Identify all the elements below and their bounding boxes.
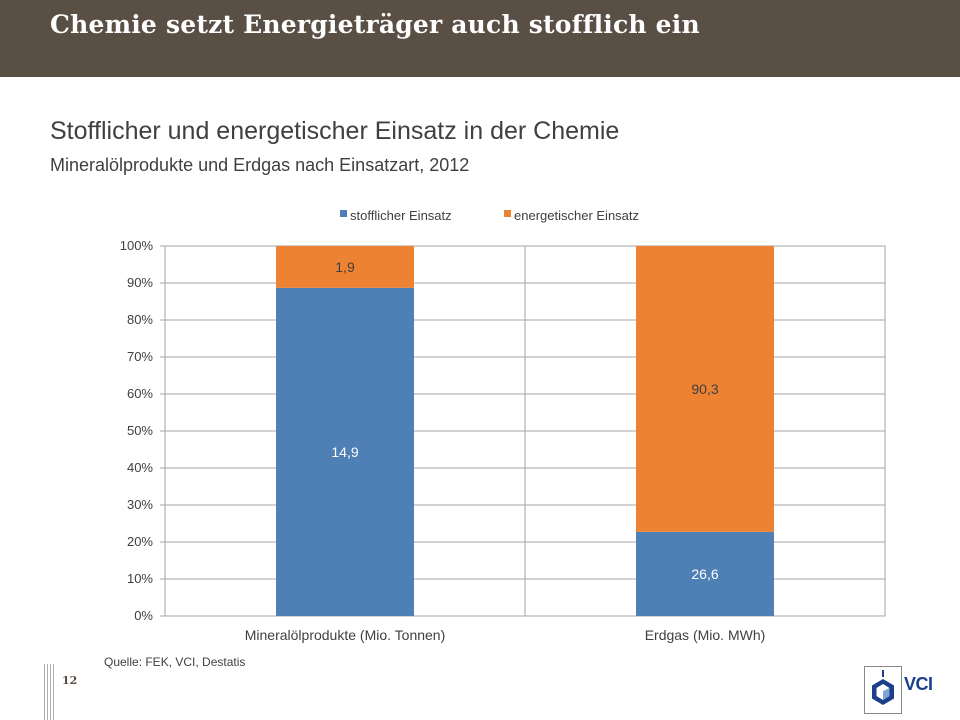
- y-tick-label: 30%: [127, 497, 153, 512]
- stacked-bar-chart: 0% 10% 20% 30% 40% 50% 60% 70% 80% 90% 100% 14,9 1,9…: [120, 208, 886, 643]
- legend-swatch: [504, 210, 511, 217]
- y-tick-label: 50%: [127, 423, 153, 438]
- chart-title: Stofflicher und energetischer Einsatz in…: [50, 117, 620, 145]
- y-tick-label: 60%: [127, 386, 153, 401]
- data-label: 1,9: [335, 259, 355, 275]
- benzene-hexagon-icon: [872, 670, 894, 705]
- y-tick-label: 20%: [127, 534, 153, 549]
- vci-logo-mark: [864, 666, 902, 714]
- legend-swatch: [340, 210, 347, 217]
- bar-segment: [636, 246, 774, 532]
- y-tick-label: 80%: [127, 312, 153, 327]
- legend-label: energetischer Einsatz: [514, 208, 639, 223]
- y-tick-label: 90%: [127, 275, 153, 290]
- slide-title: Chemie setzt Energieträger auch stofflic…: [50, 10, 700, 39]
- y-tick-label: 40%: [127, 460, 153, 475]
- x-category-label: Mineralölprodukte (Mio. Tonnen): [245, 627, 446, 643]
- bar-segment: [276, 246, 414, 288]
- data-label: 26,6: [691, 566, 718, 582]
- data-label: 90,3: [691, 381, 718, 397]
- vci-logo: VCI: [864, 666, 934, 714]
- data-label: 14,9: [331, 444, 358, 460]
- y-tick-label: 70%: [127, 349, 153, 364]
- header-bar: Chemie setzt Energieträger auch stofflic…: [0, 0, 960, 77]
- source-note: Quelle: FEK, VCI, Destatis: [104, 655, 246, 669]
- bar-segment: [276, 287, 414, 616]
- bar-segment: [636, 531, 774, 616]
- page-rule: [44, 664, 54, 720]
- vci-logo-text: VCI: [904, 674, 933, 694]
- page-number: 12: [62, 674, 78, 687]
- y-tick-label: 10%: [127, 571, 153, 586]
- y-tick-label: 100%: [120, 238, 154, 253]
- x-category-label: Erdgas (Mio. MWh): [645, 627, 766, 643]
- y-tick-label: 0%: [134, 608, 153, 623]
- chart-subtitle: Mineralölprodukte und Erdgas nach Einsat…: [50, 155, 470, 175]
- legend-label: stofflicher Einsatz: [350, 208, 452, 223]
